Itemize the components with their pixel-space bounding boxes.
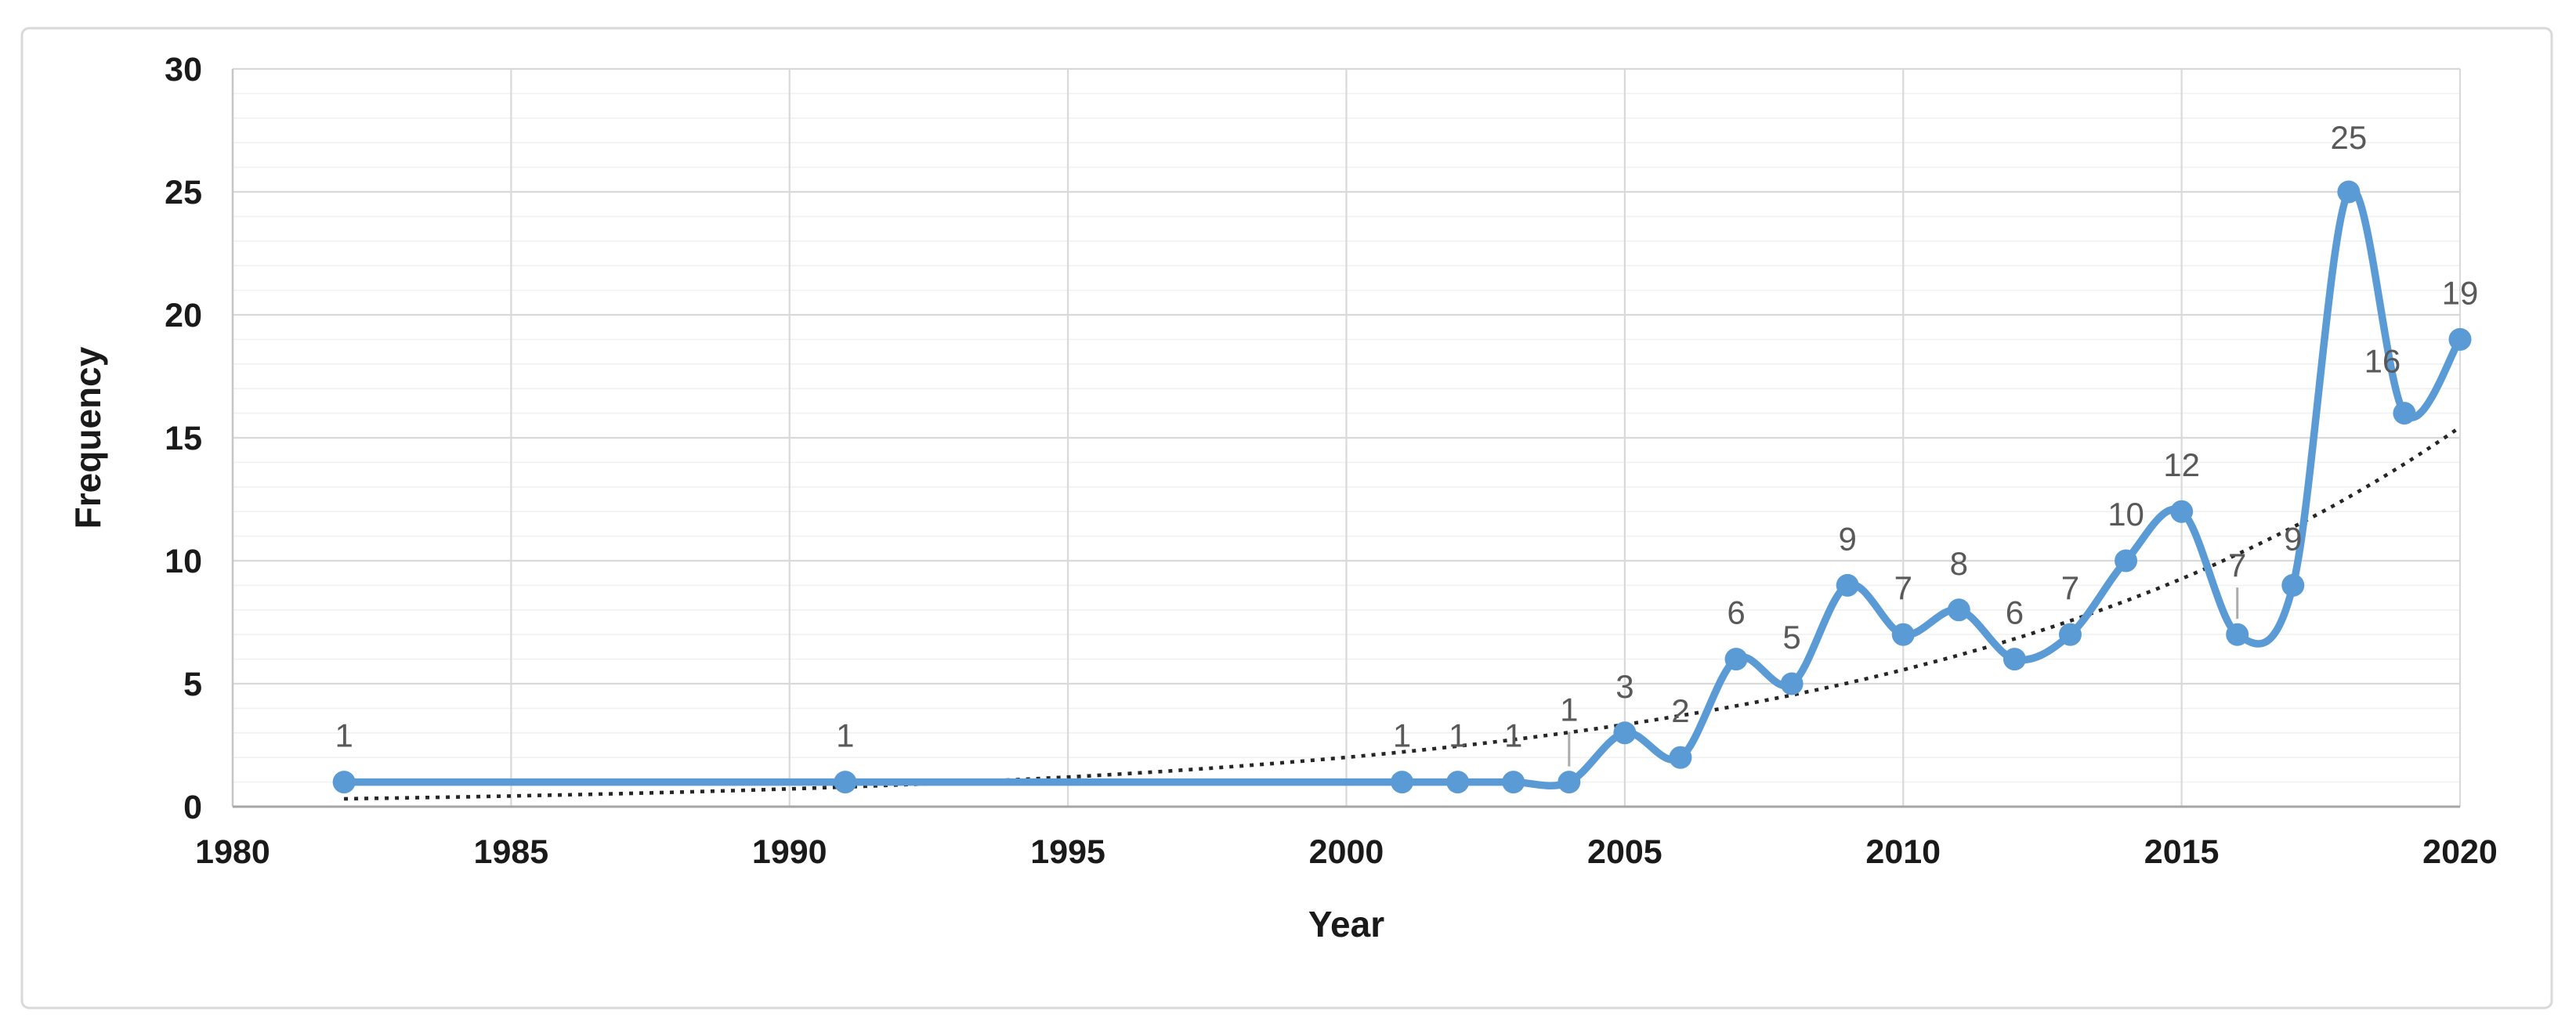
data-points: [332, 180, 2472, 794]
data-label: 6: [1727, 594, 1745, 631]
data-label: 6: [2006, 594, 2024, 631]
data-label: 19: [2442, 274, 2479, 311]
data-label: 12: [2163, 446, 2200, 483]
data-label: 7: [1894, 569, 1912, 606]
data-label: 1: [1449, 717, 1467, 754]
data-label: 1: [836, 717, 854, 754]
chart-border: [20, 27, 2553, 1010]
x-axis-tick-labels: 1980 1985 1990 1995 2000 2005 2010 2015 2020: [195, 833, 2498, 871]
data-point: [834, 771, 857, 794]
y-tick-label: 10: [165, 543, 202, 580]
data-label: 10: [2107, 496, 2144, 533]
data-label: 2: [1671, 692, 1689, 729]
data-point: [1780, 672, 1804, 695]
data-label: 9: [2284, 520, 2302, 557]
data-point: [2448, 327, 2472, 351]
data-point: [2058, 623, 2082, 646]
x-tick-label: 1980: [195, 833, 270, 871]
y-axis-tick-labels: 0 5 10 15 20 25 30: [165, 51, 202, 826]
data-point: [1391, 771, 1414, 794]
data-label: 1: [1393, 717, 1411, 754]
data-point: [332, 771, 356, 794]
x-tick-label: 2015: [2144, 833, 2220, 871]
data-point: [2226, 623, 2249, 646]
data-point: [2115, 549, 2138, 572]
data-point: [1446, 771, 1470, 794]
data-point: [2337, 180, 2361, 204]
data-label: 25: [2330, 119, 2367, 156]
data-point: [1891, 623, 1915, 646]
data-label: 1: [335, 717, 353, 754]
data-point: [2170, 500, 2194, 523]
y-tick-label: 25: [165, 174, 202, 211]
data-point: [1502, 771, 1525, 794]
x-tick-label: 2010: [1865, 833, 1941, 871]
x-tick-label: 1995: [1030, 833, 1105, 871]
data-label: 8: [1950, 545, 1968, 582]
data-point: [1613, 721, 1637, 745]
y-tick-label: 5: [183, 666, 202, 703]
data-point: [1558, 771, 1581, 794]
y-axis-title: Frequency: [67, 346, 108, 529]
y-tick-label: 0: [183, 789, 202, 826]
data-point: [2281, 573, 2305, 597]
data-label: 5: [1782, 619, 1800, 656]
x-tick-label: 2005: [1587, 833, 1662, 871]
trend-line: [344, 425, 2462, 801]
data-label: 1: [1504, 717, 1522, 754]
data-point: [2393, 402, 2416, 425]
data-point: [2003, 648, 2026, 671]
major-gridlines: [233, 67, 2462, 807]
data-label: 3: [1615, 668, 1634, 705]
x-tick-label: 2000: [1309, 833, 1384, 871]
y-tick-label: 15: [165, 420, 202, 457]
data-label: 16: [2364, 343, 2401, 380]
data-label: 7: [2061, 569, 2079, 606]
y-tick-label: 20: [165, 297, 202, 334]
x-tick-label: 1990: [752, 833, 827, 871]
x-tick-label: 1985: [474, 833, 549, 871]
data-point: [1836, 573, 1859, 597]
x-axis-title: Year: [1308, 904, 1384, 945]
data-label: 9: [1838, 520, 1856, 557]
data-point: [1669, 746, 1692, 769]
x-tick-label: 2020: [2422, 833, 2498, 871]
data-point: [1724, 648, 1748, 671]
y-tick-label: 30: [165, 51, 202, 88]
data-label: 1: [1560, 692, 1578, 728]
data-label: 7: [2228, 547, 2246, 583]
data-point: [1947, 598, 1970, 622]
